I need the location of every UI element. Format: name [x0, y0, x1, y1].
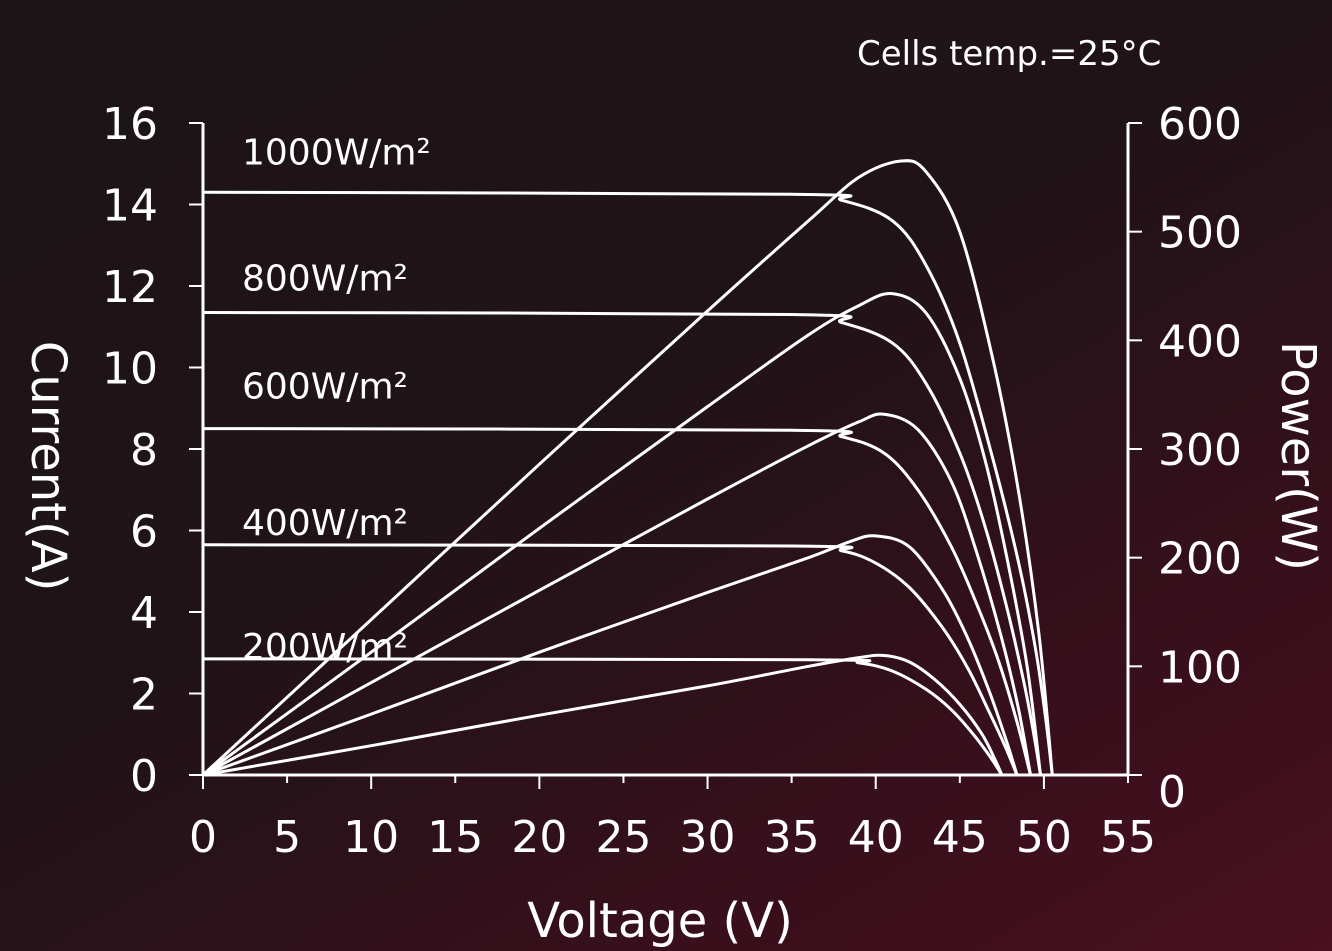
x-tick-label: 35 — [764, 812, 820, 863]
y-left-tick-label: 12 — [102, 262, 158, 313]
y-left-tick-label: 6 — [130, 507, 158, 558]
iv-curve — [202, 657, 1004, 776]
pv-curve — [202, 412, 1032, 777]
cells-temperature-note: Cells temp.=25°C — [857, 34, 1161, 74]
x-tick-label: 5 — [273, 812, 301, 863]
y-axis-left-label: Current(A) — [20, 341, 76, 592]
y-left-tick-label: 10 — [102, 344, 158, 395]
y-right-tick-label: 100 — [1158, 642, 1242, 693]
pv-curve — [202, 653, 1004, 777]
x-tick-label: 10 — [343, 812, 399, 863]
x-tick-label: 40 — [848, 812, 904, 863]
y-right-tick-label: 300 — [1158, 425, 1242, 476]
y-left-tick-label: 4 — [130, 588, 158, 639]
y-left-tick-label: 16 — [102, 99, 158, 150]
iv-curve — [202, 543, 1019, 776]
pv-curve — [202, 291, 1042, 777]
x-tick-label: 0 — [189, 812, 217, 863]
y-right-tick-label: 500 — [1158, 208, 1242, 259]
pv-curve — [202, 534, 1019, 777]
iv-curve — [202, 427, 1032, 776]
irradiance-label: 1000W/m² — [242, 132, 431, 173]
series-labels: 1000W/m² 800W/m² 600W/m² 400W/m² 200W/m² — [242, 132, 431, 668]
x-tick-label: 15 — [427, 812, 483, 863]
y-axis-right-ticks: 0 100 200 300 400 500 600 — [1128, 99, 1242, 818]
x-tick-label: 50 — [1016, 812, 1072, 863]
y-left-tick-label: 14 — [102, 181, 158, 232]
iv-curve — [202, 311, 1042, 776]
irradiance-label: 400W/m² — [242, 503, 408, 544]
x-axis-ticks: 0 5 10 15 20 25 30 35 40 45 50 55 — [189, 775, 1156, 863]
y-left-tick-label: 0 — [130, 751, 158, 802]
x-tick-label: 45 — [932, 812, 988, 863]
curves — [201, 159, 1054, 777]
x-axis-label: Voltage (V) — [527, 893, 793, 949]
y-right-tick-label: 600 — [1158, 99, 1242, 150]
x-tick-label: 20 — [511, 812, 567, 863]
y-left-tick-label: 2 — [130, 670, 158, 721]
y-axis-left-ticks: 0 2 4 6 8 10 12 14 16 — [102, 99, 203, 802]
irradiance-label: 200W/m² — [242, 627, 408, 668]
x-tick-label: 25 — [595, 812, 651, 863]
y-right-tick-label: 400 — [1158, 316, 1242, 367]
y-left-tick-label: 8 — [130, 425, 158, 476]
y-axis-right-label: Power(W) — [1270, 341, 1326, 571]
plot-area: 0 5 10 15 20 25 30 35 40 45 50 55 0 2 4 6 8 10 12 14 16 0 10… — [102, 99, 1242, 863]
x-tick-label: 55 — [1100, 812, 1156, 863]
pv-curve — [201, 159, 1054, 777]
y-right-tick-label: 200 — [1158, 534, 1242, 585]
x-tick-label: 30 — [680, 812, 736, 863]
irradiance-label: 800W/m² — [242, 258, 408, 299]
y-right-tick-label: 0 — [1158, 767, 1186, 818]
iv-curve — [202, 190, 1054, 776]
irradiance-label: 600W/m² — [242, 367, 408, 408]
